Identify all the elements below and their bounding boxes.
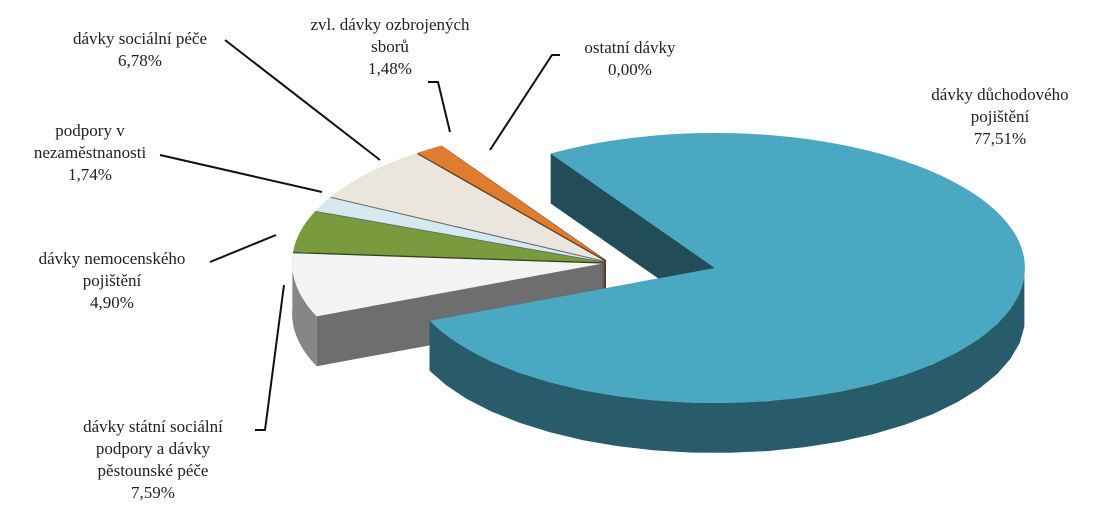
value-label: 7,59% (131, 483, 175, 502)
category-label: dávky státní sociální podpory a dávky pě… (83, 417, 223, 480)
value-label: 4,90% (90, 293, 134, 312)
slice (417, 145, 606, 261)
data-label: dávky státní sociální podpory a dávky pě… (58, 416, 248, 504)
leader-line (224, 39, 381, 161)
value-label: 1,48% (368, 59, 412, 78)
slice-side (292, 258, 317, 367)
slice (292, 253, 603, 317)
value-label: 77,51% (973, 129, 1027, 148)
leader-line (428, 81, 451, 133)
category-label: zvl. dávky ozbrojených sborů (310, 15, 470, 56)
slice-side (429, 276, 1025, 453)
leader-line (159, 154, 323, 193)
slice (330, 153, 604, 261)
data-label: dávky sociální péče 6,78% (45, 28, 235, 72)
category-label: dávky důchodového pojištění (931, 85, 1069, 126)
value-label: 6,78% (118, 51, 162, 70)
leader-line (255, 284, 285, 431)
category-label: dávky nemocenského pojištění (38, 249, 186, 290)
data-label: zvl. dávky ozbrojených sborů 1,48% (295, 14, 485, 80)
category-label: dávky sociální péče (72, 29, 208, 48)
leader-line (209, 234, 277, 263)
data-label: dávky důchodového pojištění 77,51% (905, 84, 1095, 150)
slice (315, 197, 603, 262)
category-label: ostatní dávky (584, 38, 676, 57)
category-label: podpory v nezaměstnanosti (33, 121, 147, 162)
slices (292, 132, 1025, 453)
value-label: 0,00% (608, 60, 652, 79)
data-label: ostatní dávky 0,00% (560, 37, 700, 81)
data-label: dávky nemocenského pojištění 4,90% (12, 248, 212, 314)
slice (293, 211, 603, 263)
value-label: 1,74% (68, 165, 112, 184)
data-label: podpory v nezaměstnanosti 1,74% (15, 120, 165, 186)
slice (429, 132, 1025, 403)
leader-line (489, 54, 560, 151)
slice (441, 145, 606, 261)
